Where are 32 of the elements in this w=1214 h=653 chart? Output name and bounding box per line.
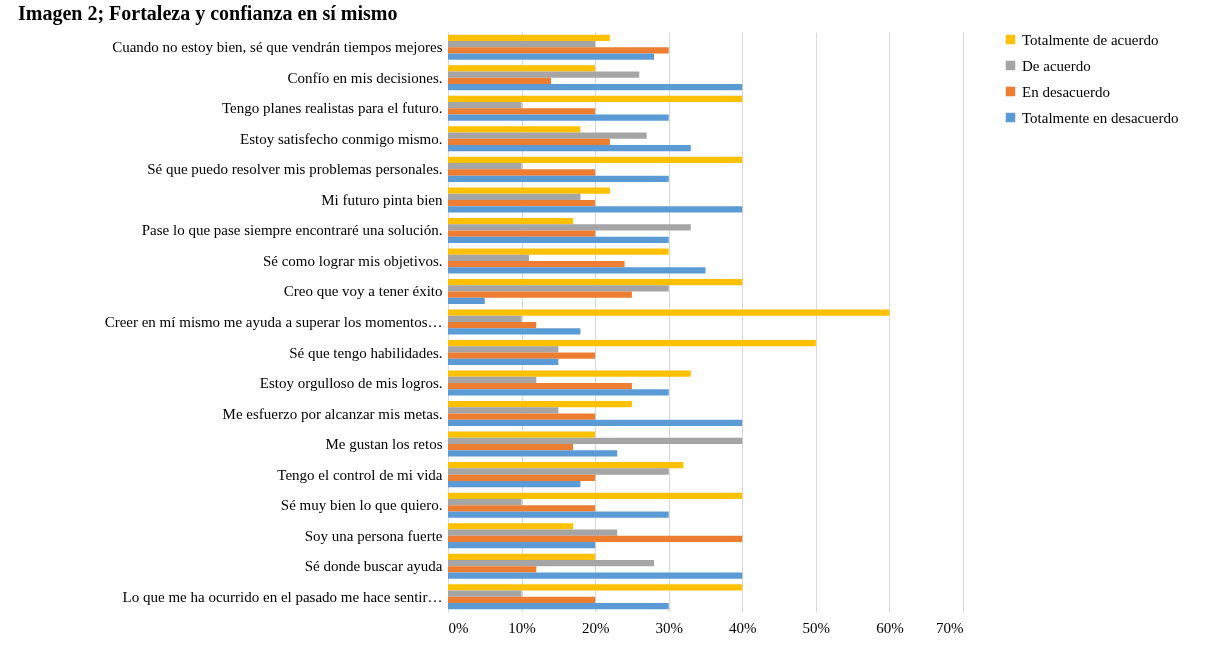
y-tick-label: Sé muy bien lo que quiero. — [280, 497, 443, 514]
y-tick-label: Me gustan los retos — [325, 436, 443, 453]
y-tick-label: Lo que me ha ocurrido en el pasado me hace sentir… — [122, 588, 443, 605]
y-tick-label: Tengo el control de mi vida — [277, 466, 443, 483]
legend-label: De acuerdo — [1022, 57, 1091, 74]
y-tick-label: Estoy satisfecho conmigo mismo. — [240, 130, 443, 147]
y-tick-label: Sé que puedo resolver mis problemas personales. — [147, 161, 443, 178]
y-tick-label: Tengo planes realistas para el futuro. — [221, 100, 443, 117]
legend-label: En desacuerdo — [1022, 83, 1110, 100]
y-tick-label: Soy una persona fuerte — [304, 527, 443, 544]
y-tick-label: Creo que voy a tener éxito — [283, 283, 443, 300]
y-tick-label: Mi futuro pinta bien — [321, 191, 443, 208]
x-tick-label: 20% — [581, 619, 610, 636]
y-tick-label: Pase lo que pase siempre encontraré una solución. — [141, 222, 443, 239]
x-tick-label: 40% — [729, 619, 757, 636]
x-tick-label: 0% — [448, 619, 469, 636]
y-tick-label: Sé que tengo habilidades. — [289, 344, 443, 361]
y-tick-label: Me esfuerzo por alcanzar mis metas. — [222, 405, 443, 422]
x-tick-label: 30% — [655, 619, 683, 636]
legend-label: Totalmente de acuerdo — [1022, 31, 1159, 48]
y-tick-label: Confío en mis decisiones. — [287, 69, 443, 86]
y-tick-label: Cuando no estoy bien, sé que vendrán tiempos mejores — [112, 39, 443, 56]
y-tick-label: Creer en mí mismo me ayuda a superar los momentos… — [104, 314, 443, 330]
y-tick-label: Sé como lograr mis objetivos. — [262, 252, 443, 269]
legend-label: Totalmente en desacuerdo — [1022, 109, 1179, 126]
y-tick-label: Sé donde buscar ayuda — [304, 558, 443, 575]
x-tick-label: 60% — [876, 619, 904, 636]
text: Imagen 2; Fortaleza y confianza en sí mismo — [18, 2, 398, 25]
x-tick-label: 50% — [802, 619, 831, 636]
x-tick-label: 10% — [508, 619, 536, 636]
x-tick-label: 70% — [936, 619, 964, 636]
y-tick-label: Estoy orgulloso de mis logros. — [259, 375, 443, 392]
